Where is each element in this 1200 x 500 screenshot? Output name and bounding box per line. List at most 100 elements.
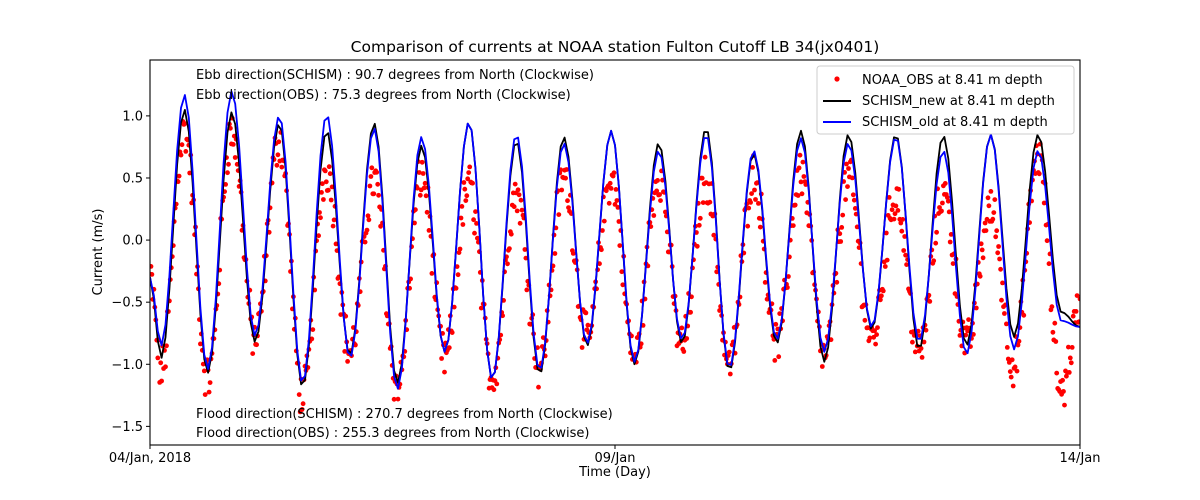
obs-point: [328, 197, 334, 203]
obs-point: [474, 221, 479, 226]
obs-point: [460, 222, 466, 227]
obs-point: [942, 181, 948, 186]
y-tick-label: −1.0: [111, 358, 143, 373]
obs-point: [366, 217, 372, 223]
obs-point: [391, 396, 397, 402]
obs-point: [1008, 374, 1014, 380]
obs-point: [901, 248, 907, 253]
obs-point: [556, 212, 562, 218]
obs-point: [223, 182, 229, 187]
obs-point: [904, 262, 909, 267]
obs-point: [846, 166, 851, 171]
obs-point: [470, 180, 475, 186]
obs-point: [746, 205, 752, 211]
obs-point: [844, 161, 849, 167]
obs-point: [508, 231, 514, 237]
obs-point: [326, 164, 332, 170]
obs-point: [1009, 357, 1015, 363]
obs-point: [654, 188, 660, 194]
obs-point: [275, 152, 281, 158]
obs-point: [799, 191, 805, 197]
obs-point: [700, 200, 706, 206]
obs-point: [454, 264, 460, 269]
obs-point: [912, 349, 918, 355]
obs-point: [342, 349, 348, 354]
obs-point: [319, 190, 324, 195]
obs-point: [472, 230, 477, 236]
obs-point: [457, 246, 463, 252]
obs-point: [467, 164, 473, 170]
obs-point: [1060, 377, 1065, 383]
obs-point: [1046, 261, 1052, 267]
obs-point: [923, 327, 929, 333]
x-tick-label: 04/Jan, 2018: [109, 451, 191, 466]
y-tick-label: −1.5: [111, 420, 143, 435]
obs-point: [606, 200, 612, 206]
obs-point: [149, 272, 155, 277]
obs-point: [516, 192, 522, 198]
obs-point: [322, 168, 328, 174]
obs-point: [772, 358, 778, 363]
obs-point: [679, 325, 685, 331]
obs-point: [1053, 339, 1059, 344]
obs-point: [612, 202, 618, 207]
obs-point: [979, 247, 985, 253]
obs-point: [514, 208, 520, 214]
obs-point: [613, 187, 619, 192]
obs-point: [1073, 309, 1079, 314]
obs-point: [790, 223, 796, 229]
y-axis-label: Current (m/s): [91, 209, 106, 296]
obs-point: [681, 349, 687, 354]
obs-point: [840, 212, 846, 218]
obs-point: [158, 360, 164, 366]
obs-point: [1004, 321, 1009, 327]
obs-point: [750, 165, 755, 170]
obs-point: [376, 192, 381, 198]
obs-point: [944, 195, 950, 200]
obs-point: [413, 207, 418, 213]
obs-point: [600, 228, 605, 233]
obs-point: [608, 186, 614, 191]
obs-point: [478, 305, 484, 311]
obs-point: [421, 185, 427, 191]
obs-point: [997, 256, 1002, 262]
obs-point: [449, 330, 455, 335]
obs-point: [552, 251, 558, 256]
obs-point: [707, 199, 713, 205]
obs-point: [463, 198, 469, 204]
obs-point: [697, 215, 703, 221]
obs-point: [579, 345, 585, 350]
obs-point: [250, 351, 256, 356]
obs-point: [1061, 389, 1066, 394]
obs-point: [702, 154, 708, 160]
obs-point: [455, 272, 461, 278]
obs-point: [837, 231, 843, 237]
obs-point: [1050, 329, 1056, 335]
obs-point: [651, 213, 657, 218]
x-tick-label: 14/Jan: [1060, 451, 1101, 466]
obs-point: [726, 349, 732, 355]
obs-point: [756, 201, 761, 206]
obs-point: [852, 206, 858, 211]
obs-point: [207, 380, 213, 385]
obs-point: [1004, 345, 1010, 350]
chart-title: Comparison of currents at NOAA station F…: [351, 38, 880, 56]
legend-old-label: SCHISM_old at 8.41 m depth: [862, 115, 1048, 130]
obs-point: [225, 170, 230, 176]
obs-point: [540, 335, 546, 340]
obs-point: [1014, 368, 1020, 374]
obs-point: [717, 308, 722, 313]
y-tick-label: 1.0: [122, 109, 143, 124]
obs-point: [330, 223, 336, 229]
obs-point: [657, 192, 662, 197]
obs-point: [422, 180, 428, 186]
obs-point: [423, 193, 429, 199]
obs-point: [658, 198, 663, 204]
obs-point: [1069, 345, 1075, 350]
obs-point: [420, 171, 426, 176]
obs-point: [279, 164, 285, 170]
obs-point: [891, 216, 897, 222]
obs-point: [950, 261, 956, 266]
obs-point: [475, 235, 480, 241]
obs-point: [1012, 364, 1018, 370]
